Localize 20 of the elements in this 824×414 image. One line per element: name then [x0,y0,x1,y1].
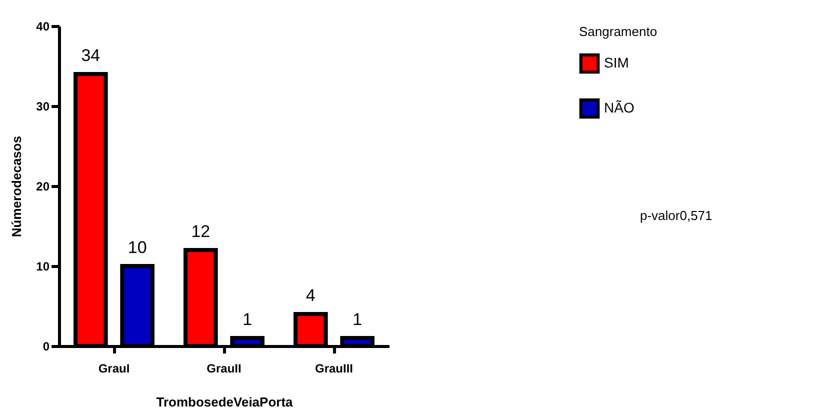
data-label: 1 [352,310,362,329]
data-label: 10 [128,238,147,257]
legend-title: Sangramento [579,24,658,39]
data-label: 4 [306,286,316,305]
legend-label: NÃO [604,100,634,116]
x-tick-label: GrauI [98,362,130,376]
y-tick-label: 30 [36,100,50,114]
x-tick-label: GrauII [206,362,242,376]
x-axis-title: TrombosedeVeiaPorta [156,394,294,410]
y-tick-label: 0 [42,340,50,354]
data-label: 1 [242,310,252,329]
legend-label: SIM [604,54,629,70]
x-tick-label: GrauIII [314,362,354,376]
text: p-valor0,571 [640,208,712,223]
y-tick-label: 10 [36,260,50,274]
data-label: 12 [191,222,210,241]
data-label: 34 [81,46,100,65]
y-tick-label: 40 [36,20,50,34]
y-axis-title: Númerodecasos [9,136,24,238]
y-tick-label: 20 [36,180,50,194]
